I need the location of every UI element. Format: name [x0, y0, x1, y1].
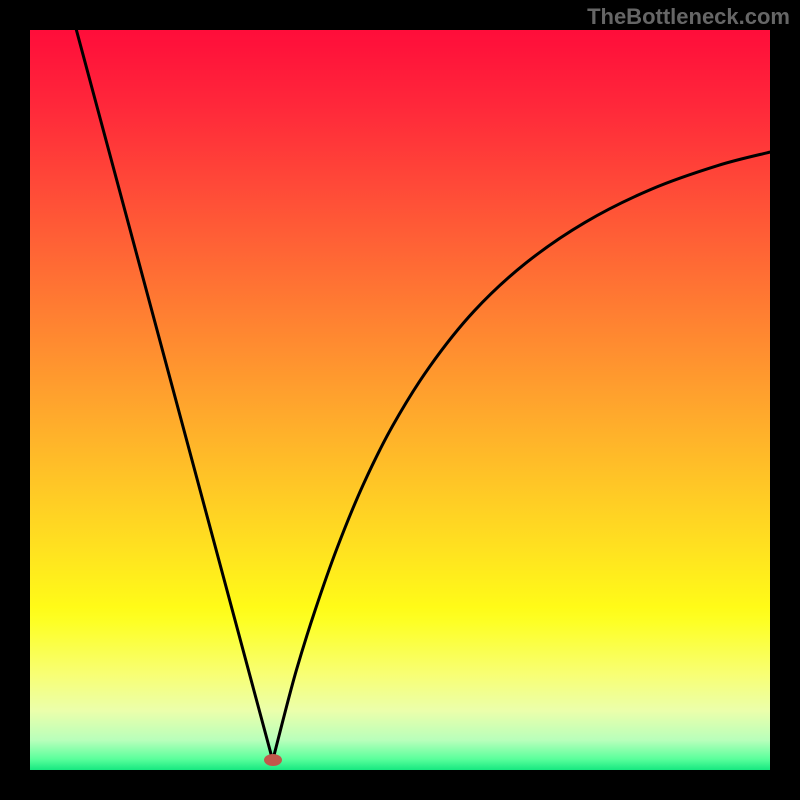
minimum-marker — [264, 754, 282, 766]
curve-right-branch — [273, 152, 770, 760]
curve-left-branch — [74, 30, 272, 760]
chart-canvas: TheBottleneck.com — [0, 0, 800, 800]
curve-svg — [30, 30, 770, 770]
watermark-text: TheBottleneck.com — [587, 4, 790, 30]
plot-area — [30, 30, 770, 770]
